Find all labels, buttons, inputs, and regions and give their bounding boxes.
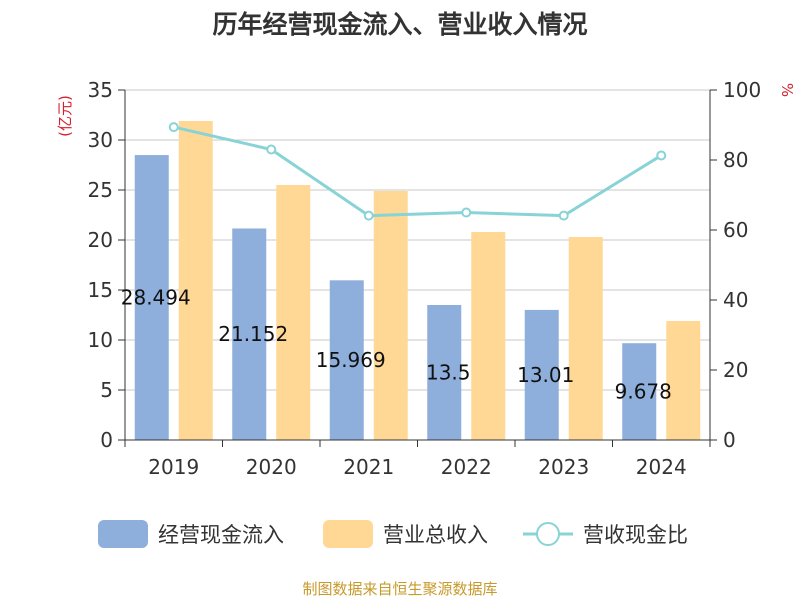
data-label: 9.678 (615, 380, 672, 404)
x-tick-label: 2022 (441, 455, 492, 479)
left-tick-label: 30 (88, 128, 113, 152)
ratio-point (168, 122, 179, 133)
left-tick-label: 20 (88, 228, 113, 252)
data-label: 13.01 (517, 363, 574, 387)
ratio-point (363, 210, 374, 221)
x-tick-label: 2020 (246, 455, 297, 479)
data-label: 13.5 (426, 361, 471, 385)
bar-revenue (276, 185, 311, 440)
right-tick-label: 100 (723, 78, 761, 102)
bar-cash-inflow (524, 309, 559, 440)
bar-cash-inflow (622, 343, 657, 440)
left-tick-label: 35 (88, 78, 113, 102)
legend-swatch (98, 520, 148, 548)
ratio-point (461, 207, 472, 218)
bar-revenue (666, 321, 701, 440)
bar-cash-inflow (134, 155, 169, 440)
ratio-line (168, 122, 667, 221)
bar-revenue (568, 237, 603, 440)
legend-label: 营业总收入 (383, 523, 488, 547)
bars (134, 121, 701, 440)
x-tick-label: 2023 (538, 455, 589, 479)
legend-label: 营收现金比 (583, 523, 688, 547)
right-axis-unit: % (778, 83, 796, 97)
bar-revenue (373, 191, 408, 440)
right-tick-label: 40 (723, 288, 748, 312)
left-tick-label: 15 (88, 278, 113, 302)
data-label: 28.494 (121, 286, 191, 310)
chart-title: 历年经营现金流入、营业收入情况 (212, 10, 587, 39)
legend-label: 经营现金流入 (158, 523, 284, 547)
data-label: 21.152 (218, 322, 288, 346)
x-axis-ticks: 2019 2020 2021 2022 2023 2024 (124, 440, 711, 479)
data-labels: 28.494 21.152 15.969 13.5 13.01 9.678 (121, 286, 672, 404)
legend-swatch (323, 520, 373, 548)
data-label: 15.969 (316, 348, 386, 372)
right-tick-label: 60 (723, 218, 748, 242)
ratio-line-path (173, 125, 663, 218)
x-tick-label: 2024 (636, 455, 687, 479)
bar-cash-inflow (329, 280, 364, 440)
source-note: 制图数据来自恒生聚源数据库 (302, 580, 497, 598)
legend: 经营现金流入 营业总收入 营收现金比 (98, 520, 688, 548)
ratio-point (656, 150, 667, 161)
ratio-point (558, 210, 569, 221)
x-tick-label: 2021 (343, 455, 394, 479)
left-tick-label: 0 (100, 428, 113, 452)
left-axis-ticks: 0 5 10 15 20 25 30 35 (88, 78, 125, 452)
right-tick-label: 0 (723, 428, 736, 452)
x-tick-label: 2019 (148, 455, 199, 479)
left-tick-label: 5 (100, 378, 113, 402)
bar-revenue (471, 232, 506, 440)
left-tick-label: 25 (88, 178, 113, 202)
ratio-point (266, 144, 277, 155)
bar-cash-inflow (232, 228, 267, 440)
bar-cash-inflow (427, 305, 462, 440)
gridlines (125, 89, 710, 391)
right-tick-label: 20 (723, 358, 748, 382)
legend-marker (536, 522, 560, 546)
bar-revenue (178, 121, 213, 440)
left-axis-unit: (亿元) (56, 95, 74, 137)
right-tick-label: 80 (723, 148, 748, 172)
right-axis-ticks: 0 20 40 60 80 100 (710, 78, 761, 452)
left-tick-label: 10 (88, 328, 113, 352)
